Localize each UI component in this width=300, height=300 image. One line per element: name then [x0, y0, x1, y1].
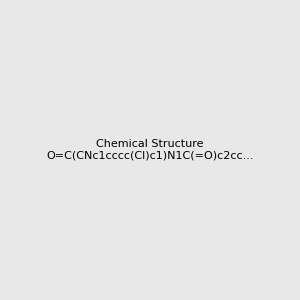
- Text: Chemical Structure
O=C(CNc1cccc(Cl)c1)N1C(=O)c2cc...: Chemical Structure O=C(CNc1cccc(Cl)c1)N1…: [46, 139, 254, 161]
